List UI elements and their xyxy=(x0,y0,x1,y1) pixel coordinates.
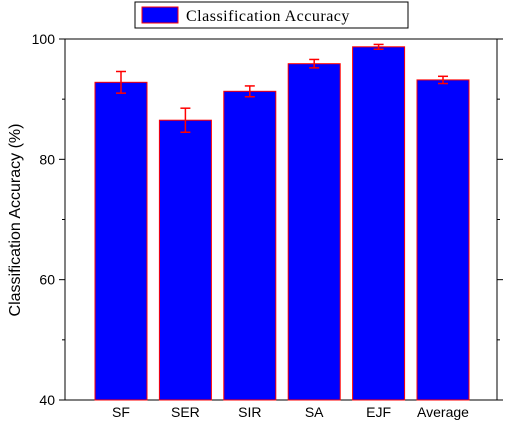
x-tick-label-ser: SER xyxy=(171,404,200,420)
x-axis: SF SER SIR SA EJF Average xyxy=(112,404,469,420)
legend-label: Classification Accuracy xyxy=(186,8,350,25)
bar-ser xyxy=(158,119,212,401)
y-tick-label-60: 60 xyxy=(39,272,55,288)
x-tick-label-sa: SA xyxy=(305,404,324,420)
bar-ejf xyxy=(352,46,406,401)
bar-sa xyxy=(287,63,341,401)
x-tick-label-average: Average xyxy=(417,404,469,420)
y-tick-label-80: 80 xyxy=(39,151,55,167)
bar-sir xyxy=(223,90,277,401)
bar-average xyxy=(416,79,470,401)
x-tick-label-sir: SIR xyxy=(238,404,261,420)
y-tick-label-40: 40 xyxy=(39,392,55,408)
y-tick-label-100: 100 xyxy=(32,31,56,47)
x-tick-label-sf: SF xyxy=(112,404,130,420)
bars-layer xyxy=(94,46,470,401)
error-bars-layer xyxy=(116,43,448,134)
legend-box xyxy=(134,1,409,29)
y-axis-title: Classification Accuracy (%) xyxy=(7,124,24,317)
legend-swatch xyxy=(141,6,179,24)
x-tick-label-ejf: EJF xyxy=(366,404,391,420)
bar-sf xyxy=(94,81,148,401)
legend: Classification Accuracy xyxy=(134,1,409,29)
y-axis: 40 60 80 100 xyxy=(32,31,503,408)
